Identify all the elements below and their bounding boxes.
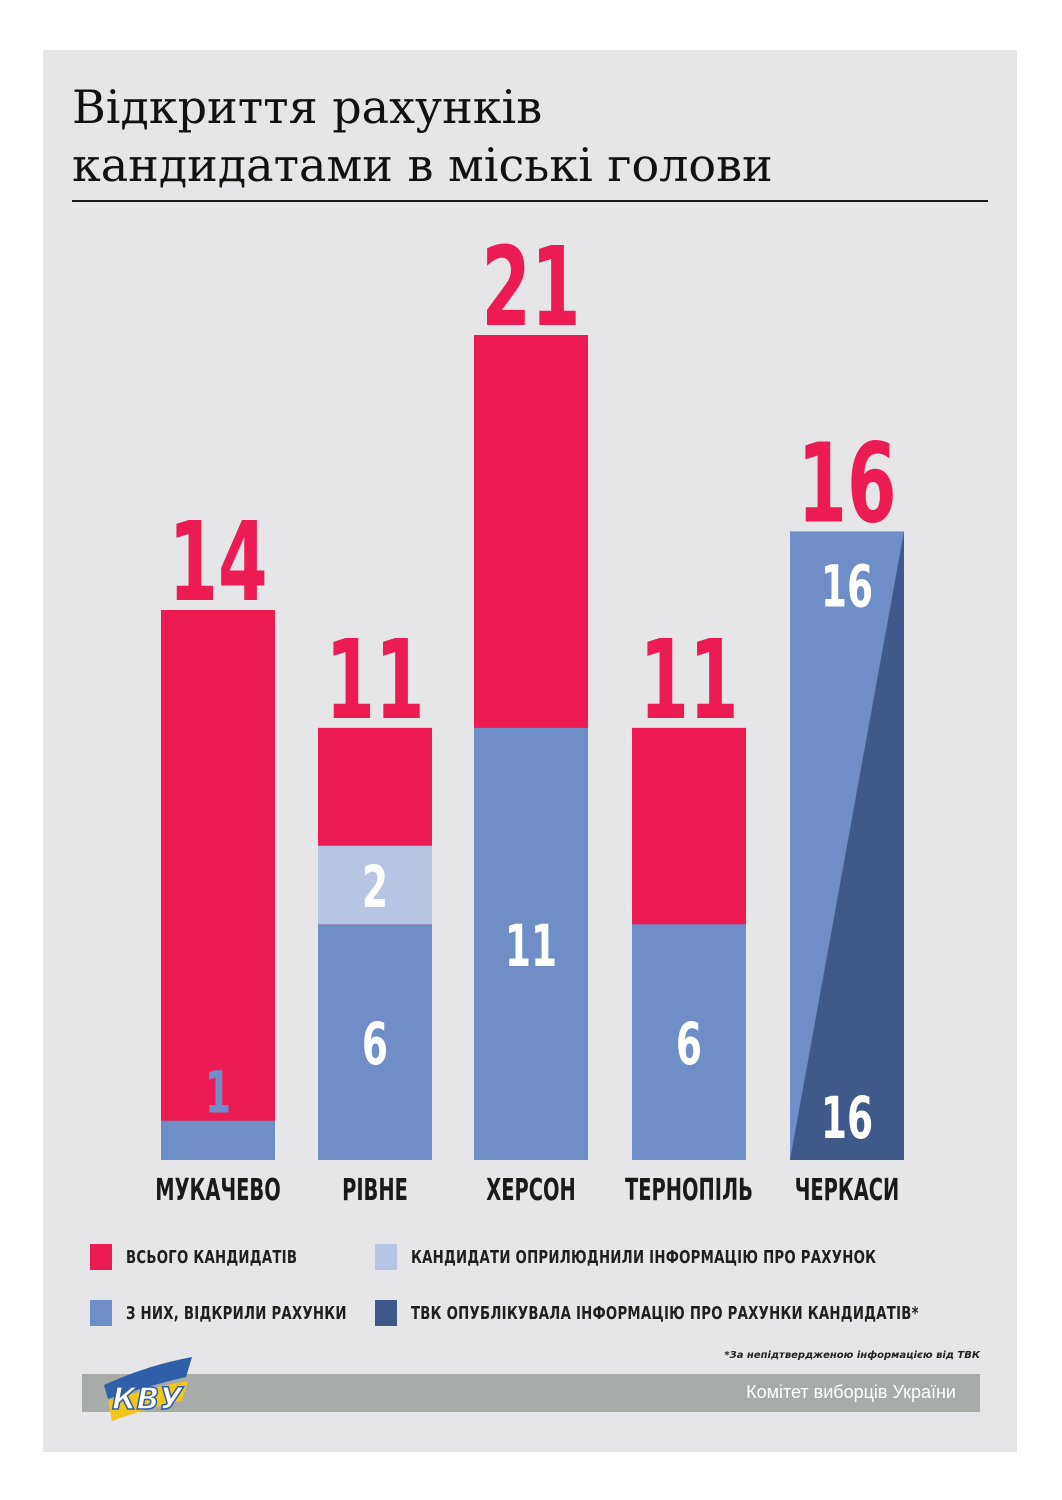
legend-item-total: ВСЬОГО КАНДИДАТІВ <box>90 1244 335 1270</box>
footer-org-name: Комітет виборців України <box>746 1382 956 1402</box>
legend-item-tvk: ТВК ОПУБЛІКУВАЛА ІНФОРМАЦІЮ ПРО РАХУНКИ … <box>375 1300 1030 1326</box>
title-rule <box>72 200 988 202</box>
legend-label-tvk: ТВК ОПУБЛІКУВАЛА ІНФОРМАЦІЮ ПРО РАХУНКИ … <box>411 1302 919 1324</box>
bar-published-1 <box>318 845 432 925</box>
label-published-1: 2 <box>362 853 388 921</box>
label-total-2: 21 <box>481 223 580 352</box>
label-tvk-4: 16 <box>821 1084 873 1152</box>
chart-title-line-1: Відкриття рахунків <box>72 80 543 134</box>
legend-swatch-opened <box>90 1300 112 1326</box>
legend-label-published: КАНДИДАТИ ОПРИЛЮДНИЛИ ІНФОРМАЦІЮ ПРО РАХ… <box>411 1246 877 1268</box>
label-opened-3: 6 <box>676 1010 702 1078</box>
legend-swatch-published <box>375 1244 397 1270</box>
legend-item-published: КАНДИДАТИ ОПРИЛЮДНИЛИ ІНФОРМАЦІЮ ПРО РАХ… <box>375 1244 978 1270</box>
category-label-3: ТЕРНОПІЛЬ <box>625 1174 753 1208</box>
label-total-3: 11 <box>639 616 738 745</box>
footer-bar: Комітет виборців України <box>82 1374 980 1412</box>
label-total-1: 11 <box>325 616 424 745</box>
legend-swatch-total <box>90 1244 112 1270</box>
chart-title-line-2: кандидатами в міські голови <box>72 138 773 192</box>
category-label-1: РІВНЕ <box>342 1174 408 1208</box>
bar-opened-3 <box>632 924 746 1160</box>
bar-tvk-4 <box>790 531 904 1160</box>
bar-opened-2 <box>474 727 588 1160</box>
label-opened-2: 11 <box>505 912 557 980</box>
bar-opened-1 <box>318 924 432 1160</box>
legend-label-opened: З НИХ, ВІДКРИЛИ РАХУНКИ <box>126 1302 347 1324</box>
chart-title: Відкриття рахунків кандидатами в міські … <box>72 78 972 194</box>
label-total-4: 16 <box>797 419 896 548</box>
bar-total-0 <box>161 610 275 1160</box>
footnote: *За непідтвердженою інформацією від ТВК <box>724 1350 980 1361</box>
label-total-0: 14 <box>168 498 267 627</box>
category-label-4: ЧЕРКАСИ <box>795 1174 900 1208</box>
legend-label-total: ВСЬОГО КАНДИДАТІВ <box>126 1246 298 1268</box>
label-opened-4: 16 <box>821 552 873 620</box>
category-label-2: ХЕРСОН <box>486 1174 576 1208</box>
label-opened-1: 6 <box>362 1010 388 1078</box>
bar-opened-0 <box>161 1120 275 1160</box>
category-label-0: МУКАЧЕВО <box>155 1174 280 1208</box>
legend-swatch-tvk <box>375 1300 397 1326</box>
label-opened-0: 1 <box>205 1059 231 1127</box>
legend-item-opened: З НИХ, ВІДКРИЛИ РАХУНКИ <box>90 1300 395 1326</box>
kvu-logo-icon: КВУ <box>104 1357 192 1421</box>
logo-lettering: КВУ <box>112 1382 184 1417</box>
